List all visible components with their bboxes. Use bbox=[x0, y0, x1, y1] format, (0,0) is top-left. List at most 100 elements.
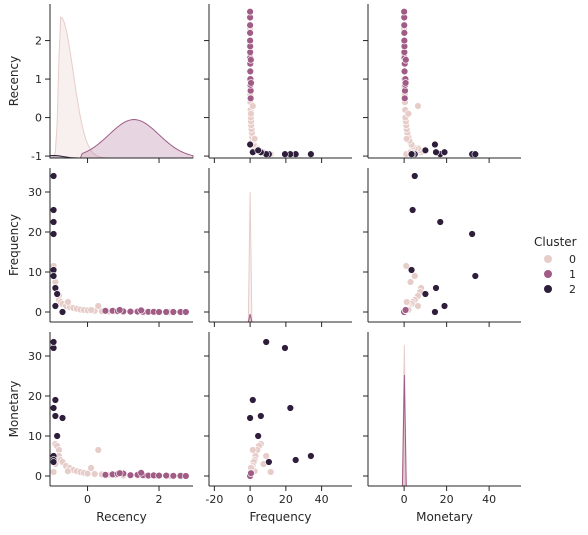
point-cluster-0 bbox=[414, 102, 422, 110]
point-cluster-1 bbox=[182, 308, 190, 316]
point-cluster-1 bbox=[246, 67, 254, 76]
y-tick-label: 2 bbox=[35, 35, 42, 48]
point-cluster-0 bbox=[49, 468, 58, 476]
point-cluster-2 bbox=[254, 146, 262, 155]
point-cluster-0 bbox=[414, 302, 422, 310]
point-cluster-2 bbox=[411, 172, 419, 180]
legend-marker-cluster-0 bbox=[544, 255, 552, 263]
point-cluster-0 bbox=[247, 110, 255, 118]
point-cluster-1 bbox=[169, 308, 178, 316]
point-cluster-2 bbox=[291, 456, 300, 464]
point-cluster-2 bbox=[408, 206, 417, 214]
legend-label-cluster-1: 1 bbox=[569, 268, 576, 281]
point-cluster-1 bbox=[155, 308, 163, 316]
point-cluster-0 bbox=[402, 298, 411, 306]
point-cluster-0 bbox=[87, 306, 95, 314]
point-cluster-2 bbox=[262, 338, 270, 346]
point-cluster-2 bbox=[58, 308, 67, 316]
legend-marker-cluster-1 bbox=[544, 270, 552, 278]
point-cluster-2 bbox=[432, 148, 440, 156]
y-axis-label-recency: Recency bbox=[7, 56, 21, 106]
point-cluster-1 bbox=[126, 471, 135, 479]
point-cluster-2 bbox=[49, 458, 58, 466]
legend-label-cluster-0: 0 bbox=[569, 253, 576, 266]
point-cluster-0 bbox=[404, 110, 413, 118]
point-cluster-0 bbox=[250, 135, 259, 143]
panel-monetary-monetary: 0 20 40 bbox=[363, 332, 521, 506]
point-cluster-1 bbox=[400, 36, 409, 45]
point-cluster-1 bbox=[137, 469, 145, 477]
y-tick-label: -1 bbox=[31, 150, 42, 163]
point-cluster-1 bbox=[400, 7, 408, 16]
panel-frequency-monetary bbox=[363, 168, 521, 327]
point-cluster-2 bbox=[407, 266, 416, 274]
point-cluster-2 bbox=[49, 404, 58, 412]
point-cluster-2 bbox=[281, 150, 289, 158]
x-tick-label: 2 bbox=[156, 493, 163, 506]
point-cluster-1 bbox=[246, 21, 254, 29]
point-cluster-2 bbox=[281, 344, 289, 352]
legend: Cluster 0 1 2 bbox=[534, 235, 577, 296]
kde-frequency-cluster-1 bbox=[209, 313, 352, 323]
point-cluster-0 bbox=[94, 446, 102, 454]
point-cluster-0 bbox=[411, 272, 419, 280]
kde-frequency-cluster-0 bbox=[209, 191, 352, 323]
x-axis-label-monetary: Monetary bbox=[416, 510, 473, 524]
point-cluster-0 bbox=[64, 467, 72, 475]
point-cluster-0 bbox=[406, 278, 415, 286]
point-cluster-1 bbox=[400, 29, 409, 37]
x-tick-label: 40 bbox=[482, 493, 496, 506]
point-cluster-2 bbox=[471, 150, 480, 158]
point-cluster-1 bbox=[116, 306, 124, 314]
point-cluster-2 bbox=[51, 302, 60, 310]
kde-monetary-cluster-0 bbox=[368, 345, 521, 487]
point-cluster-1 bbox=[182, 472, 190, 480]
panel-monetary-recency: 0 10 20 30 0 2 bbox=[28, 332, 193, 506]
panel-recency-frequency bbox=[204, 4, 352, 163]
y-tick-label: 0 bbox=[35, 470, 42, 483]
point-cluster-0 bbox=[402, 135, 411, 143]
point-cluster-1 bbox=[116, 469, 124, 477]
point-cluster-0 bbox=[83, 469, 92, 478]
point-cluster-1 bbox=[400, 67, 409, 76]
point-cluster-2 bbox=[468, 230, 476, 238]
point-cluster-2 bbox=[440, 302, 449, 310]
point-cluster-2 bbox=[49, 172, 58, 180]
point-cluster-0 bbox=[402, 262, 410, 270]
point-cluster-2 bbox=[436, 218, 444, 226]
point-cluster-2 bbox=[307, 452, 315, 460]
point-cluster-2 bbox=[431, 308, 439, 316]
point-cluster-2 bbox=[51, 412, 60, 420]
panel-recency-monetary bbox=[363, 4, 521, 163]
panel-monetary-frequency: -20 0 20 40 bbox=[204, 332, 352, 506]
point-cluster-2 bbox=[421, 290, 430, 298]
legend-title: Cluster bbox=[534, 235, 577, 249]
y-axis-label-frequency: Frequency bbox=[7, 214, 21, 276]
point-cluster-2 bbox=[53, 432, 61, 440]
point-cluster-0 bbox=[87, 464, 95, 472]
y-tick-label: 20 bbox=[28, 226, 42, 239]
point-cluster-1 bbox=[101, 307, 110, 315]
point-cluster-0 bbox=[249, 446, 257, 454]
legend-marker-cluster-2 bbox=[544, 285, 552, 293]
legend-label-cluster-2: 2 bbox=[569, 283, 576, 296]
panel-frequency-recency: 0 10 20 30 bbox=[28, 168, 193, 327]
y-tick-label: 0 bbox=[35, 112, 42, 125]
panel-frequency-frequency bbox=[204, 168, 352, 327]
y-tick-label: 30 bbox=[28, 350, 42, 363]
point-cluster-1 bbox=[101, 471, 110, 479]
y-tick-label: 10 bbox=[28, 266, 42, 279]
point-cluster-2 bbox=[49, 218, 58, 226]
point-cluster-2 bbox=[58, 414, 67, 422]
point-cluster-2 bbox=[265, 458, 273, 466]
point-cluster-1 bbox=[126, 307, 135, 316]
point-cluster-1 bbox=[401, 79, 410, 87]
point-cluster-2 bbox=[307, 150, 315, 158]
point-cluster-2 bbox=[49, 206, 58, 214]
x-tick-label: 0 bbox=[84, 493, 91, 506]
x-tick-label: -20 bbox=[205, 493, 223, 506]
point-cluster-2 bbox=[254, 432, 262, 440]
point-cluster-0 bbox=[64, 298, 72, 306]
